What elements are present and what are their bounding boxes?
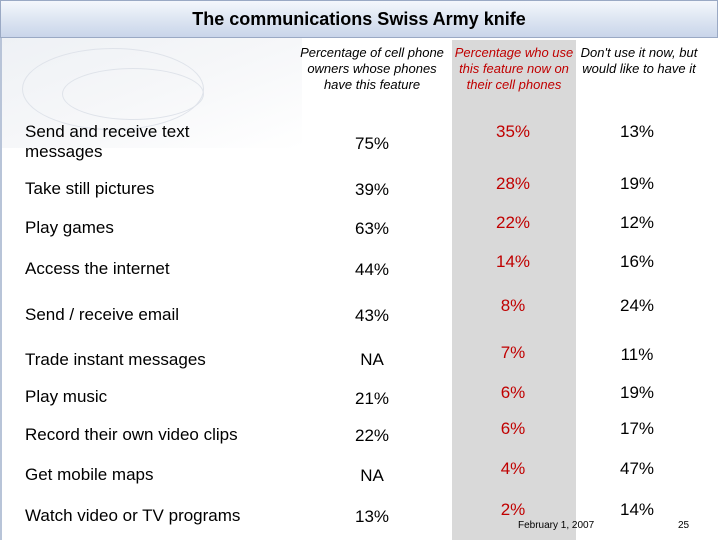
column-header-use: Percentage who use this feature now on t… [454,45,574,92]
cell-use: 14% [495,252,531,271]
cell-want: 19% [619,383,655,402]
cell-have: 75% [354,134,390,153]
cell-have: 63% [354,219,390,238]
cell-want: 14% [619,500,655,519]
cell-use: 22% [495,213,531,232]
cell-want: 13% [619,122,655,141]
row-label: Watch video or TV programs [25,506,241,525]
footer-date: February 1, 2007 [518,520,595,531]
cell-use: 35% [495,122,531,141]
highlight-column [452,40,576,540]
background-ring [22,48,204,130]
row-label: Get mobile maps [25,465,154,484]
cell-have: 21% [354,389,390,408]
row-label: Play music [25,387,108,406]
column-header-have: Percentage of cell phone owners whose ph… [300,45,444,92]
row-label: Record their own video clips [25,425,238,444]
background-ring [62,68,204,120]
cell-have: 22% [354,426,390,445]
row-label: Trade instant messages [25,350,206,369]
cell-want: 19% [619,174,655,193]
page-title: The communications Swiss Army knife [0,0,718,38]
cell-have: 13% [354,507,390,526]
cell-use: 7% [500,343,526,362]
cell-use: 8% [500,296,526,315]
cell-have: 44% [354,260,390,279]
row-label: Take still pictures [25,179,155,198]
row-label: Send and receive text messages [25,122,190,161]
cell-have: NA [360,466,384,485]
cell-have: 43% [354,306,390,325]
background-photo [2,38,302,148]
left-border [0,38,2,540]
page-number: 25 [678,520,690,531]
row-label: Send / receive email [25,305,180,324]
cell-want: 47% [619,459,655,478]
cell-have: NA [360,350,384,369]
cell-use: 28% [495,174,531,193]
cell-want: 16% [619,252,655,271]
cell-have: 39% [354,180,390,199]
column-header-want: Don't use it now, but would like to have… [580,45,698,76]
row-label: Access the internet [25,259,170,278]
row-label: Play games [25,218,114,237]
cell-want: 11% [620,345,654,364]
cell-want: 17% [619,419,655,438]
cell-use: 2% [500,500,526,519]
cell-want: 12% [619,213,655,232]
cell-use: 4% [500,459,526,478]
cell-use: 6% [500,419,526,438]
cell-want: 24% [619,296,655,315]
cell-use: 6% [500,383,526,402]
title-text: The communications Swiss Army knife [192,8,526,29]
